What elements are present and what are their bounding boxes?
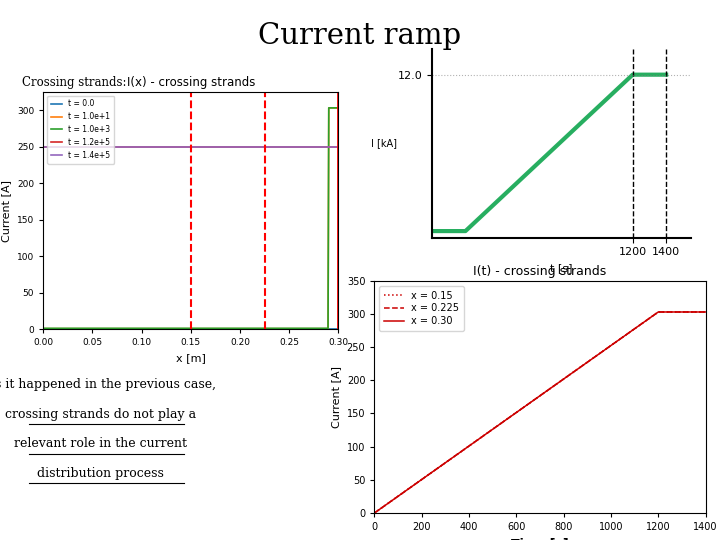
t = 0.0 <box>39 326 48 332</box>
t = 1.4e+5 <box>39 144 48 150</box>
Legend: t = 0.0, t = 1.0e+1, t = 1.0e+3, t = 1.2e+5, t = 1.4e+5: t = 0.0, t = 1.0e+1, t = 1.0e+3, t = 1.2… <box>47 96 114 164</box>
x = 0.15 <box>473 437 482 443</box>
t = 0.0 <box>135 326 144 332</box>
Line: x = 0.30: x = 0.30 <box>374 312 706 513</box>
t = 1.4e+5 <box>225 144 233 150</box>
x = 0.225 <box>518 406 526 412</box>
t = 1.0e+3 <box>334 105 343 111</box>
t = 1.4e+5 <box>334 144 343 150</box>
t = 1.0e+3 <box>252 325 261 332</box>
t = 1.2e+5 <box>225 144 233 150</box>
Line: x = 0.225: x = 0.225 <box>374 312 706 513</box>
t = 1.0e+3 <box>135 325 144 332</box>
Y-axis label: Current [A]: Current [A] <box>1 180 12 241</box>
t = 1.0e+1 <box>325 105 333 111</box>
x = 0.225 <box>654 309 662 315</box>
Title: I(x) - crossing strands: I(x) - crossing strands <box>127 76 255 89</box>
Line: t = 1.0e+3: t = 1.0e+3 <box>43 108 338 328</box>
t = 0.0 <box>156 326 164 332</box>
Text: Crossing strands:: Crossing strands: <box>22 76 126 89</box>
x = 0.225 <box>477 434 485 441</box>
t = 1.4e+5 <box>252 144 261 150</box>
x = 0.30 <box>420 475 428 481</box>
x = 0.15 <box>654 309 662 315</box>
Title: I(t) - crossing strands: I(t) - crossing strands <box>473 265 607 278</box>
t = 1.4e+5 <box>74 144 83 150</box>
t = 1.0e+1 <box>253 326 262 332</box>
t = 1.0e+3 <box>325 105 333 111</box>
x = 0.225 <box>701 309 710 315</box>
Line: x = 0.15: x = 0.15 <box>374 312 706 513</box>
x = 0.15 <box>420 475 428 481</box>
t = 1.0e+3 <box>39 325 48 332</box>
x = 0.15 <box>554 380 562 386</box>
t = 1.2e+5 <box>156 144 164 150</box>
Text: As it happened in the previous case,: As it happened in the previous case, <box>0 378 216 391</box>
Text: crossing strands do not play a: crossing strands do not play a <box>5 408 197 421</box>
x = 0.225 <box>583 359 592 366</box>
x = 0.15 <box>370 510 379 516</box>
X-axis label: Time [s]: Time [s] <box>511 538 569 540</box>
t = 0.0 <box>225 326 233 332</box>
x = 0.30 <box>473 437 482 443</box>
t = 1.0e+1 <box>135 326 144 332</box>
x = 0.30 <box>554 380 562 386</box>
t = 1.0e+1 <box>39 326 48 332</box>
X-axis label: x [m]: x [m] <box>176 353 206 363</box>
t = 0.0 <box>252 326 261 332</box>
Y-axis label: Current [A]: Current [A] <box>331 366 341 428</box>
t = 0.0 <box>74 326 83 332</box>
t = 1.4e+5 <box>253 144 262 150</box>
x = 0.225 <box>370 510 379 516</box>
t = 1.2e+5 <box>252 144 261 150</box>
X-axis label: t [s]: t [s] <box>550 263 573 273</box>
Text: Current ramp: Current ramp <box>258 22 462 50</box>
t = 1.0e+1 <box>252 326 261 332</box>
x = 0.15 <box>583 359 592 366</box>
x = 0.30 <box>518 406 526 412</box>
Y-axis label: I [kA]: I [kA] <box>371 138 397 148</box>
x = 0.30 <box>477 434 485 441</box>
x = 0.30 <box>654 309 662 315</box>
t = 0.0 <box>334 326 343 332</box>
x = 0.225 <box>473 437 482 443</box>
Legend: x = 0.15, x = 0.225, x = 0.30: x = 0.15, x = 0.225, x = 0.30 <box>379 286 464 331</box>
t = 1.4e+5 <box>135 144 144 150</box>
t = 1.0e+3 <box>156 325 164 332</box>
x = 0.15 <box>518 406 526 412</box>
t = 1.0e+3 <box>225 325 233 332</box>
t = 1.0e+1 <box>334 105 343 111</box>
t = 1.4e+5 <box>156 144 164 150</box>
t = 1.2e+5 <box>334 144 343 150</box>
t = 1.0e+1 <box>156 326 164 332</box>
x = 0.30 <box>583 359 592 366</box>
t = 0.0 <box>253 326 262 332</box>
Line: t = 1.0e+1: t = 1.0e+1 <box>43 108 338 329</box>
t = 1.2e+5 <box>135 144 144 150</box>
Text: distribution process: distribution process <box>37 467 164 480</box>
x = 0.30 <box>701 309 710 315</box>
x = 0.15 <box>477 434 485 441</box>
t = 1.2e+5 <box>74 144 83 150</box>
Text: relevant role in the current: relevant role in the current <box>14 437 187 450</box>
x = 0.225 <box>420 475 428 481</box>
t = 1.0e+1 <box>225 326 233 332</box>
t = 1.0e+1 <box>74 326 83 332</box>
t = 1.2e+5 <box>253 144 262 150</box>
x = 0.30 <box>370 510 379 516</box>
x = 0.225 <box>554 380 562 386</box>
x = 0.15 <box>701 309 710 315</box>
t = 1.0e+3 <box>253 325 262 332</box>
t = 1.2e+5 <box>39 144 48 150</box>
t = 1.0e+3 <box>74 325 83 332</box>
